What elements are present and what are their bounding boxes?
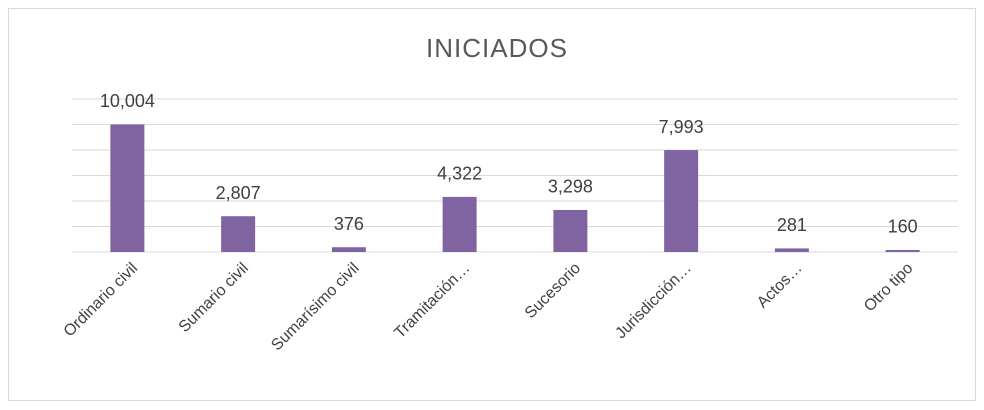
bar: [885, 249, 920, 252]
bar: [442, 196, 477, 252]
bar: [331, 247, 366, 252]
data-label: 4,322: [437, 164, 482, 184]
data-label: 160: [888, 217, 918, 237]
chart-title: INICIADOS: [426, 33, 568, 63]
bar: [553, 209, 588, 252]
chart-border: [8, 8, 976, 401]
data-label: 10,004: [100, 91, 155, 111]
data-label: 376: [334, 214, 364, 234]
bar: [221, 216, 256, 252]
bar: [774, 248, 809, 252]
data-label: 2,807: [216, 183, 261, 203]
bar: [110, 124, 145, 252]
data-label: 3,298: [548, 177, 593, 197]
data-label: 7,993: [659, 117, 704, 137]
bar: [664, 150, 699, 252]
data-label: 281: [777, 215, 807, 235]
